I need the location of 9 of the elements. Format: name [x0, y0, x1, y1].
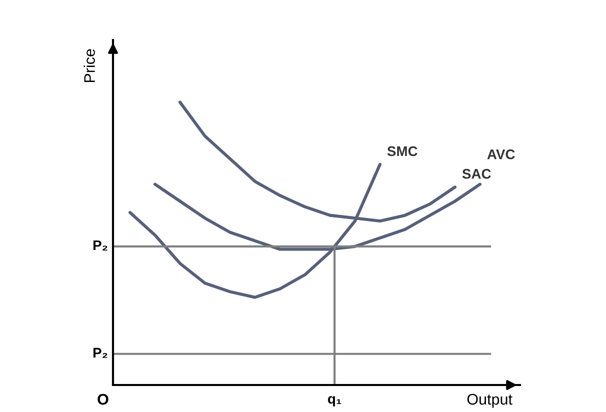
series-label: SAC: [462, 168, 491, 179]
x-axis-title: Output: [467, 394, 512, 408]
text: q₁: [328, 396, 342, 406]
ref-line-label: P₂: [93, 240, 108, 250]
y-axis-title: Price: [84, 49, 95, 82]
series-label: AVC: [487, 149, 515, 160]
series-label: SMC: [387, 146, 418, 156]
text: O: [98, 394, 108, 405]
ref-line-label: P₂: [93, 348, 108, 358]
